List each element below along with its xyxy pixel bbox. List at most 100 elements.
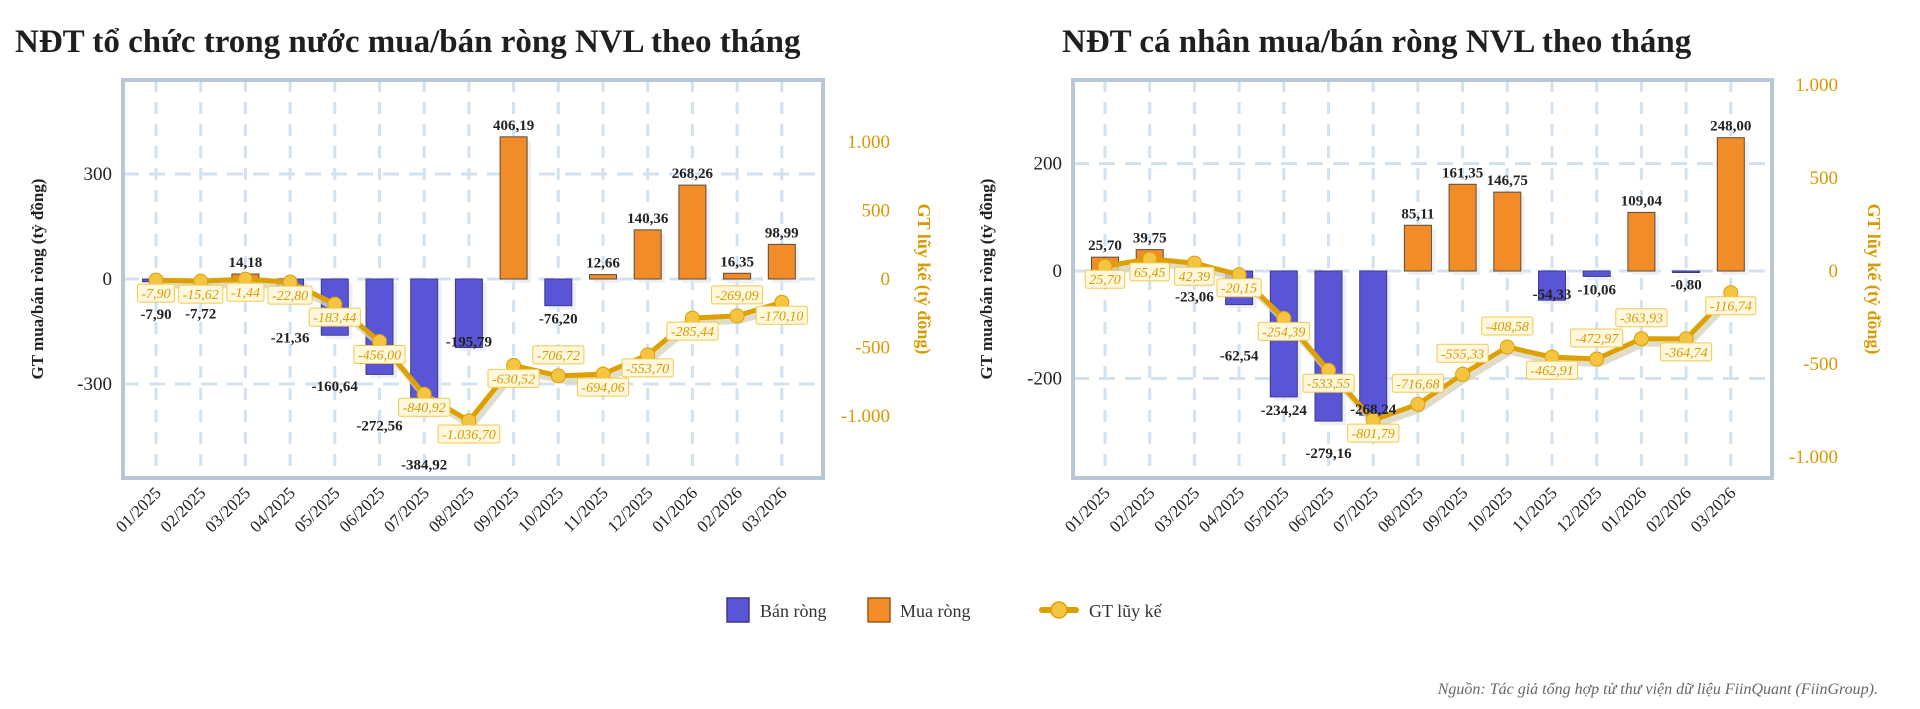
- bar-sell[interactable]: [1672, 270, 1701, 273]
- bar-sell[interactable]: [1582, 270, 1611, 277]
- y-tick-label: 200: [1034, 154, 1063, 175]
- cumulative-point[interactable]: [1410, 396, 1426, 412]
- x-tick-label: 08/2025: [425, 483, 478, 536]
- bar-value-label: 406,19: [493, 118, 534, 134]
- cumulative-value-label: -408,58: [1486, 320, 1529, 335]
- cumulative-point[interactable]: [550, 368, 566, 384]
- x-tick-label: 03/2025: [1150, 483, 1203, 536]
- bar-sell[interactable]: [1538, 270, 1566, 301]
- cumulative-value-label: 65,45: [1134, 266, 1166, 281]
- x-tick-label: 02/2025: [1106, 483, 1159, 536]
- bar-buy[interactable]: [678, 184, 707, 280]
- cumulative-value-label: -630,52: [492, 372, 535, 387]
- cumulative-label-box: [178, 284, 224, 304]
- cumulative-point[interactable]: [1499, 339, 1515, 355]
- bar-value-label: -21,36: [271, 330, 310, 346]
- x-tick-label: 01/2025: [112, 483, 165, 536]
- y-tick-label: 0: [103, 269, 113, 290]
- bar-buy[interactable]: [1716, 137, 1745, 272]
- x-tick-label: 12/2025: [604, 483, 657, 536]
- legend-label-sell: Bán ròng: [760, 601, 827, 621]
- cumulative-point[interactable]: [1455, 366, 1471, 382]
- cumulative-label-box: [1660, 342, 1713, 362]
- bar-value-label: -62,54: [1220, 349, 1259, 365]
- plot-frame: [121, 78, 825, 480]
- cumulative-label-box: [1525, 360, 1579, 380]
- x-tick-label: 04/2025: [1195, 483, 1248, 536]
- bar-buy[interactable]: [1448, 183, 1477, 272]
- cumulative-point[interactable]: [1589, 351, 1605, 367]
- cumulative-point[interactable]: [1633, 331, 1649, 347]
- x-tick-label: 09/2025: [1419, 483, 1472, 536]
- bar-value-label: 248,00: [1710, 119, 1751, 135]
- cumulative-value-label: -716,68: [1396, 377, 1439, 392]
- y2-axis-title: GT lũy kế (tỷ đồng): [913, 204, 934, 355]
- cumulative-label-box: [226, 282, 265, 302]
- bar-value-label: -268,24: [1350, 402, 1397, 418]
- bar-shadow: [593, 278, 621, 283]
- y2-tick-label: 1.000: [847, 132, 890, 153]
- bar-sell[interactable]: [1314, 270, 1343, 422]
- x-tick-label: 03/2025: [201, 483, 254, 536]
- bar-value-label: 109,04: [1621, 193, 1663, 209]
- x-tick-label: 09/2025: [470, 483, 523, 536]
- cumulative-value-label: 25,70: [1089, 273, 1121, 288]
- y-tick-label: 300: [84, 164, 113, 185]
- cumulative-value-label: -22,80: [272, 289, 308, 304]
- cumulative-point[interactable]: [729, 308, 745, 324]
- x-tick-label: 05/2025: [291, 483, 344, 536]
- legend-item-buy[interactable]: Mua ròng: [867, 597, 971, 623]
- cumulative-value-label: -363,93: [1620, 312, 1663, 327]
- chart-institutional: 300 0 -300 1.000 500 0 -500 -1.000 GT mua/bán rò…: [28, 78, 934, 536]
- cumulative-value-label: -694,06: [581, 381, 624, 396]
- x-tick-label: 02/2026: [1642, 483, 1695, 536]
- x-tick-label: 06/2025: [335, 483, 388, 536]
- bar-buy[interactable]: [1493, 191, 1522, 272]
- cumulative-label-box: [666, 321, 719, 341]
- y2-tick-label: 1.000: [1795, 75, 1838, 96]
- bar-value-label: 98,99: [765, 225, 799, 241]
- cumulative-label-box: [1436, 343, 1489, 363]
- y-tick-label: 0: [1053, 261, 1063, 282]
- cumulative-label-box: [487, 368, 540, 388]
- cumulative-value-label: -533,55: [1307, 377, 1350, 392]
- x-tick-label: 02/2026: [693, 483, 746, 536]
- cumulative-label-box: [1347, 423, 1400, 443]
- cumulative-value-label: -15,62: [183, 288, 219, 303]
- legend-item-sell[interactable]: Bán ròng: [726, 597, 827, 623]
- y-tick-label: -300: [77, 374, 112, 395]
- y2-tick-label: -1.000: [1789, 447, 1838, 468]
- x-tick-label: 05/2025: [1240, 483, 1293, 536]
- cumulative-label-box: [136, 283, 176, 303]
- legend-label-cumulative: GT lũy kế: [1089, 601, 1163, 621]
- bar-value-label: 146,75: [1487, 173, 1528, 189]
- bar-sell[interactable]: [544, 278, 573, 307]
- x-tick-label: 06/2025: [1284, 483, 1337, 536]
- bar-buy[interactable]: [589, 274, 617, 280]
- y2-tick-label: -1.000: [841, 406, 890, 427]
- y2-tick-label: -500: [1803, 354, 1838, 375]
- bar-buy[interactable]: [767, 243, 796, 280]
- cumulative-label-box: [1084, 269, 1126, 289]
- bar-sell[interactable]: [454, 278, 483, 349]
- cumulative-label-box: [1570, 328, 1624, 348]
- source-note: Nguồn: Tác giả tổng hợp từ thư viện dữ l…: [1437, 681, 1878, 698]
- cumulative-value-label: -364,74: [1665, 346, 1708, 361]
- bar-buy[interactable]: [499, 136, 528, 280]
- bar-value-label: -7,90: [140, 307, 171, 323]
- chart-2-title: NĐT cá nhân mua/bán ròng NVL theo tháng: [1062, 24, 1692, 60]
- y2-tick-label: 500: [862, 201, 891, 222]
- cumulative-value-label: -840,92: [403, 401, 446, 416]
- legend-item-cumulative[interactable]: GT lũy kế: [1039, 601, 1163, 621]
- x-tick-label: 08/2025: [1374, 483, 1427, 536]
- bar-value-label: 14,18: [229, 255, 263, 271]
- bar-buy[interactable]: [723, 272, 752, 280]
- bar-sell[interactable]: [1359, 270, 1388, 416]
- bar-value-label: 140,36: [627, 211, 669, 227]
- bar-buy[interactable]: [1627, 211, 1656, 272]
- bar-buy[interactable]: [633, 229, 662, 280]
- y2-tick-label: -500: [855, 338, 890, 359]
- cumulative-value-label: -254,39: [1262, 325, 1305, 340]
- bar-buy[interactable]: [1403, 224, 1432, 272]
- cumulative-value-label: -1.036,70: [442, 428, 496, 443]
